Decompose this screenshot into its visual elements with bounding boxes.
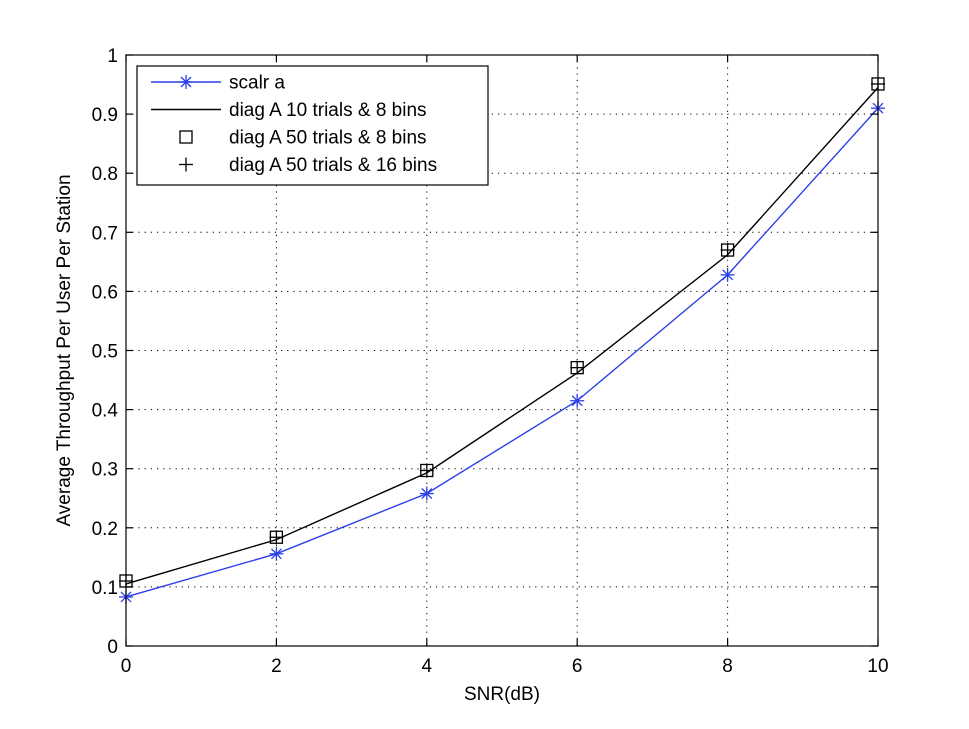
legend-box — [136, 65, 489, 186]
y-tick-label: 1 — [107, 46, 118, 67]
series-1-point — [720, 267, 735, 282]
legend-item-3: diag A 50 trials & 8 bins — [179, 128, 427, 149]
y-tick-label: 0.1 — [92, 578, 118, 599]
series-4-point — [269, 530, 284, 545]
series-2-line — [125, 87, 879, 585]
y-tick-label: 0 — [107, 637, 118, 658]
series-1 — [119, 101, 885, 604]
grid-lines — [126, 55, 878, 646]
y-tick-label: 0.7 — [92, 223, 118, 244]
axis-ticks — [125, 54, 879, 647]
x-tick-label: 6 — [572, 656, 583, 677]
y-axis-title: Average Throughput Per User Per Station — [54, 174, 75, 526]
y-tick-label: 0.3 — [92, 460, 118, 481]
x-tick-label: 4 — [422, 656, 433, 677]
y-tick-label: 0.4 — [92, 401, 119, 422]
legend-item-1: scalr a — [151, 73, 285, 94]
tick-labels: 0 2 4 6 8 10 0 0.1 0.2 0.3 0.4 0.5 0.6 0.7 0.8 0.9 1 — [92, 46, 889, 677]
series-1-point — [269, 546, 284, 561]
series-1-point-stroke — [270, 548, 282, 560]
series-layer — [119, 76, 885, 604]
legend-label: diag A 50 trials & 16 bins — [229, 155, 437, 176]
legend-swatch-marker — [179, 157, 193, 172]
series-2 — [125, 87, 879, 585]
x-tick-label: 8 — [722, 656, 733, 677]
y-tick-label: 0.8 — [92, 164, 118, 185]
series-1-point — [419, 486, 434, 501]
legend-item-2: diag A 10 trials & 8 bins — [151, 100, 427, 121]
series-1-point — [570, 393, 585, 408]
series-4-point — [419, 463, 434, 478]
series-1-point-stroke — [722, 269, 734, 281]
series-4-point — [570, 360, 585, 375]
x-tick-label: 10 — [867, 656, 888, 677]
x-axis-title: SNR(dB) — [464, 684, 540, 705]
legend-swatch-marker — [179, 75, 193, 89]
y-tick-label: 0.6 — [92, 282, 118, 303]
y-tick-label: 0.9 — [92, 105, 118, 126]
series-1-line — [125, 107, 879, 598]
series-1-point-stroke — [571, 395, 583, 407]
legend-item-4: diag A 50 trials & 16 bins — [179, 155, 437, 176]
x-tick-label: 2 — [271, 656, 282, 677]
legend-label: diag A 10 trials & 8 bins — [229, 100, 427, 121]
x-tick-label: 0 — [121, 656, 132, 677]
legend-swatch-marker-stroke — [180, 76, 192, 88]
series-1-point-stroke — [421, 488, 433, 499]
y-tick-label: 0.2 — [92, 519, 118, 540]
legend-label: scalr a — [229, 73, 285, 94]
legend-label: diag A 50 trials & 8 bins — [229, 128, 427, 149]
legend: scalr a diag A 10 trials & 8 bins diag A 5… — [136, 65, 489, 186]
legend-swatch-marker — [179, 130, 193, 144]
series-4-point — [720, 243, 735, 258]
y-tick-label: 0.5 — [92, 342, 118, 363]
